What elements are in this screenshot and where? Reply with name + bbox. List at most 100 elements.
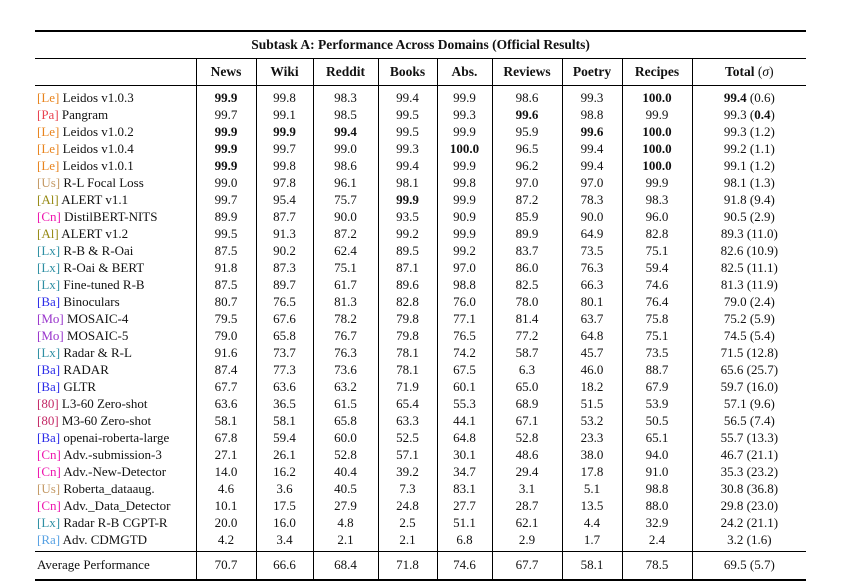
column-header-books: Books	[377, 58, 437, 86]
score-cell: 99.9	[195, 123, 256, 140]
model-cell: [Al] ALERT v1.2	[35, 225, 196, 242]
total-cell: 29.8 (23.0)	[691, 497, 807, 514]
model-cell: [Cn] DistilBERT-NITS	[35, 208, 196, 225]
score-cell: 18.2	[561, 378, 622, 395]
model-name: openai-roberta-large	[63, 430, 170, 445]
score-cell: 64.9	[561, 225, 622, 242]
score-cell: 64.8	[436, 429, 492, 446]
table-row: [Ba] Binoculars 80.7 76.5 81.3 82.8 76.0 78.0 8…	[35, 293, 807, 310]
citation-tag: [Lx]	[37, 243, 61, 258]
score-cell: 44.1	[436, 412, 492, 429]
score-cell: 4.4	[561, 514, 622, 531]
score-cell: 36.5	[255, 395, 313, 412]
total-cell: 30.8 (36.8)	[691, 480, 807, 497]
total-cell: 82.6 (10.9)	[691, 242, 807, 259]
model-cell: [Ra] Adv. CDMGTD	[35, 531, 196, 552]
score-cell: 96.0	[621, 208, 692, 225]
score-cell: 73.7	[255, 344, 313, 361]
score-cell: 62.4	[312, 242, 378, 259]
score-cell: 99.9	[195, 157, 256, 174]
score-cell: 99.9	[377, 191, 437, 208]
total-score: 81.3	[720, 277, 744, 292]
total-cell: 89.3 (11.0)	[691, 225, 807, 242]
citation-tag: [Le]	[37, 141, 60, 156]
score-cell: 93.5	[377, 208, 437, 225]
score-cell: 71.9	[377, 378, 437, 395]
score-cell: 99.5	[377, 106, 437, 123]
score-cell: 98.6	[491, 85, 562, 106]
model-cell: [Mo] MOSAIC-5	[35, 327, 196, 344]
citation-tag: [Ba]	[37, 362, 61, 377]
table-row: [Cn] Adv.-New-Detector 14.0 16.2 40.4 39.2 34…	[35, 463, 807, 480]
average-score-cell: 70.7	[195, 551, 256, 581]
score-cell: 63.7	[561, 310, 622, 327]
score-cell: 100.0	[436, 140, 492, 157]
total-sigma: 0.4	[754, 107, 771, 122]
total-score: 69.5	[723, 557, 747, 572]
column-header-row: News Wiki Reddit Books Abs. Reviews Poetry Reci…	[35, 58, 807, 86]
sigma-symbol: σ	[762, 64, 770, 79]
model-name: L3-60 Zero-shot	[61, 396, 148, 411]
total-score: 75.2	[723, 311, 747, 326]
table-row: [Ra] Adv. CDMGTD 4.2 3.4 2.1 2.1 6.8 2.9 1.7 2.4…	[35, 531, 807, 552]
score-cell: 77.1	[436, 310, 492, 327]
score-cell: 79.8	[377, 327, 437, 344]
model-name: ALERT v1.1	[61, 192, 129, 207]
total-cell: 90.5 (2.9)	[691, 208, 807, 225]
model-name: Leidos v1.0.4	[62, 141, 134, 156]
model-name: R-L Focal Loss	[63, 175, 144, 190]
score-cell: 79.8	[377, 310, 437, 327]
total-cell: 59.7 (16.0)	[691, 378, 807, 395]
score-cell: 3.1	[491, 480, 562, 497]
model-cell: [Cn] Adv.-New-Detector	[35, 463, 196, 480]
model-name: R-Oai & BERT	[63, 260, 145, 275]
average-total-cell: 69.5 (5.7)	[691, 551, 807, 581]
score-cell: 98.5	[312, 106, 378, 123]
model-cell: [Ba] openai-roberta-large	[35, 429, 196, 446]
score-cell: 87.4	[195, 361, 256, 378]
model-cell: [Le] Leidos v1.0.2	[35, 123, 196, 140]
score-cell: 23.3	[561, 429, 622, 446]
score-cell: 16.2	[255, 463, 313, 480]
score-cell: 73.6	[312, 361, 378, 378]
model-name: MOSAIC-5	[66, 328, 129, 343]
score-cell: 38.0	[561, 446, 622, 463]
score-cell: 79.0	[195, 327, 256, 344]
score-cell: 76.7	[312, 327, 378, 344]
score-cell: 51.1	[436, 514, 492, 531]
total-sigma: 16.0	[750, 379, 774, 394]
citation-tag: [Cn]	[37, 498, 61, 513]
total-cell: 82.5 (11.1)	[691, 259, 807, 276]
total-sigma: 5.7	[754, 557, 771, 572]
average-label: Average Performance	[35, 551, 196, 581]
total-cell: 55.7 (13.3)	[691, 429, 807, 446]
table-row: [Lx] R-B & R-Oai 87.5 90.2 62.4 89.5 99.2 83.7…	[35, 242, 807, 259]
citation-tag: [Ba]	[37, 430, 61, 445]
score-cell: 2.5	[377, 514, 437, 531]
results-table-wrap: Subtask A: Performance Across Domains (O…	[35, 30, 807, 581]
total-score: 59.7	[720, 379, 744, 394]
table-row: [Le] Leidos v1.0.1 99.9 99.8 98.6 99.4 99.9 96…	[35, 157, 807, 174]
model-cell: [Le] Leidos v1.0.4	[35, 140, 196, 157]
total-score: 74.5	[723, 328, 747, 343]
table-row: [Pa] Pangram 99.7 99.1 98.5 99.5 99.3 99.6 98.8…	[35, 106, 807, 123]
score-cell: 99.6	[561, 123, 622, 140]
column-header-recipes: Recipes	[621, 58, 692, 86]
total-sigma: 2.4	[754, 294, 771, 309]
score-cell: 99.3	[436, 106, 492, 123]
score-cell: 99.9	[621, 174, 692, 191]
score-cell: 100.0	[621, 123, 692, 140]
table-row: [Cn] DistilBERT-NITS 89.9 87.7 90.0 93.5 90.9…	[35, 208, 807, 225]
score-cell: 99.9	[621, 106, 692, 123]
score-cell: 99.8	[436, 174, 492, 191]
score-cell: 99.9	[436, 123, 492, 140]
column-header-wiki: Wiki	[255, 58, 313, 86]
table-row: [Ba] RADAR 87.4 77.3 73.6 78.1 67.5 6.3 46.0 88.…	[35, 361, 807, 378]
total-sigma: 11.9	[751, 277, 774, 292]
score-cell: 89.6	[377, 276, 437, 293]
score-cell: 99.9	[255, 123, 313, 140]
total-sigma: 1.1	[754, 141, 771, 156]
citation-tag: [Ba]	[37, 294, 61, 309]
column-header-reviews: Reviews	[491, 58, 562, 86]
